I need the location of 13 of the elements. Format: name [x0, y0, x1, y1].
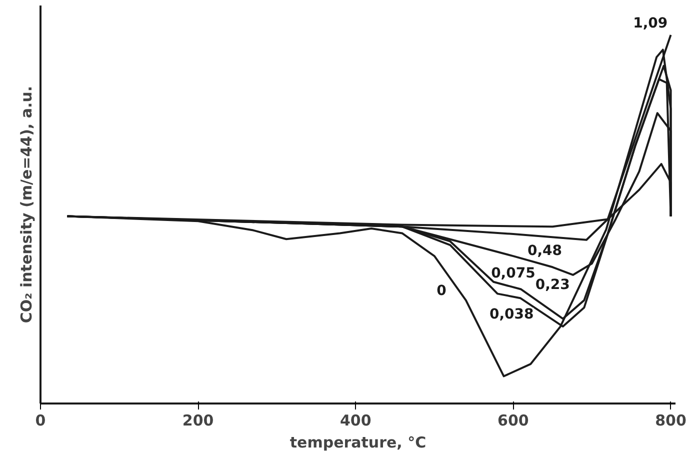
series-label: 0,075	[491, 265, 536, 282]
series-label: 0,48	[527, 242, 562, 259]
series-label: 1,09	[633, 16, 668, 32]
x-tick-label: 200	[182, 412, 214, 430]
x-tick-label: 400	[340, 412, 372, 430]
x-tick-label: 600	[498, 412, 529, 430]
series-label: 0	[436, 282, 447, 299]
x-axis-title: temperature, °C	[290, 434, 426, 452]
series-label: 0,23	[535, 277, 570, 294]
x-tick-label: 0	[35, 412, 46, 430]
series-label: 0,038	[489, 306, 534, 323]
x-tick-label: 800	[655, 412, 686, 430]
y-axis-title: CO₂ intensity (m/e=44), a.u.	[18, 86, 36, 324]
